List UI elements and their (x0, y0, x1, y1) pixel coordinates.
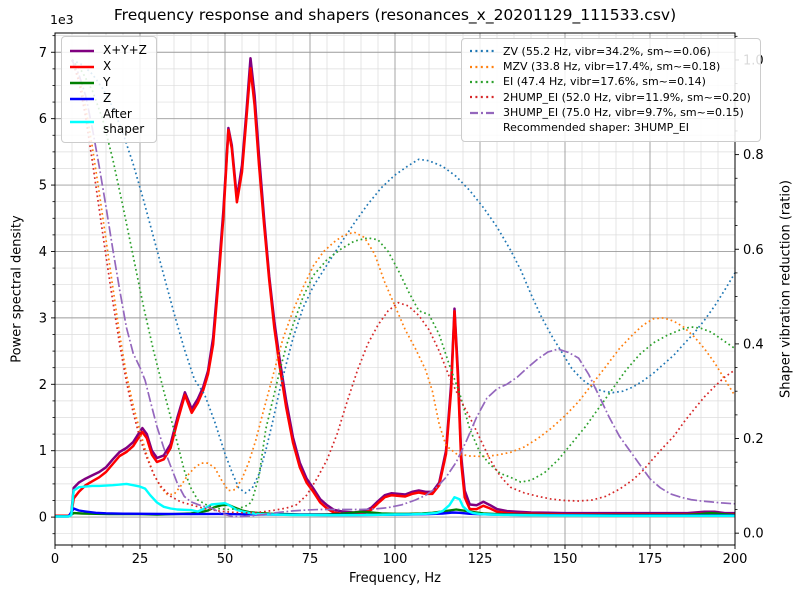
x-tick-label: 50 (217, 552, 234, 567)
y-left-tick-label: 1 (39, 444, 47, 459)
legend-entry-zv: ZV (55.2 Hz, vibr=34.2%, sm~=0.06) (469, 45, 751, 60)
legend-line-sample (70, 81, 94, 84)
legend-entry-x: X (69, 59, 147, 74)
legend-line-sample (469, 124, 495, 132)
y-left-tick-label: 5 (39, 179, 47, 194)
shaper-line-zv (71, 59, 736, 494)
legend-line-sample (470, 81, 494, 84)
legend-entry-label: Y (103, 75, 111, 89)
y-left-tick-label: 3 (39, 311, 47, 326)
legend-entry-recommended-shaper: Recommended shaper: 3HUMP_EI (469, 121, 751, 136)
solid-line-swatch (69, 44, 95, 58)
y-axis-multiplier-label: 1e3 (50, 12, 74, 27)
legend-line-sample (470, 111, 494, 114)
dotted-line-swatch (469, 76, 495, 89)
legend-entry-label: X+Y+Z (103, 43, 147, 57)
dotted-line-swatch (469, 61, 495, 74)
legend-entry-label: After shaper (103, 107, 145, 136)
legend-entry-y: Y (69, 75, 147, 90)
x-axis-label: Frequency, Hz (348, 571, 442, 586)
y-left-tick-label: 7 (39, 46, 47, 61)
legend-entry-label: 2HUMP_EI (52.0 Hz, vibr=11.9%, sm~=0.20) (503, 90, 751, 104)
legend-line-sample (470, 50, 494, 53)
y-left-tick-label: 0 (39, 511, 47, 526)
legend-entry-label: X (103, 59, 112, 73)
y-right-tick-label: 0.4 (743, 337, 764, 352)
psd-line-x-y-z (55, 56, 735, 518)
solid-line-swatch (69, 60, 95, 74)
y-left-tick-label: 4 (39, 245, 47, 260)
dotted-line-swatch (469, 45, 495, 58)
legend-entry-label: 3HUMP_EI (75.0 Hz, vibr=9.7%, sm~=0.15) (503, 105, 744, 119)
left-y-axis-label: Power spectral density (9, 215, 25, 363)
legend-entry-label: EI (47.4 Hz, vibr=17.6%, sm~=0.14) (503, 75, 706, 89)
legend-entry-2hump-ei: 2HUMP_EI (52.0 Hz, vibr=11.9%, sm~=0.20) (469, 91, 751, 106)
y-right-tick-label: 0.2 (743, 432, 764, 447)
shaper-line-3hump-ei (71, 59, 736, 518)
legend-entry-z: Z (69, 91, 147, 106)
solid-line-swatch (69, 92, 95, 106)
y-right-tick-label: 0.0 (743, 527, 764, 542)
x-tick-label: 125 (468, 552, 493, 567)
x-tick-label: 200 (723, 552, 748, 567)
right-y-axis-label: Shaper vibration reduction (ratio) (778, 180, 794, 398)
legend-line-sample (470, 96, 494, 99)
legend-line-sample (70, 120, 94, 124)
legend-entry-x-y-z: X+Y+Z (69, 43, 147, 58)
y-right-tick-label: 0.8 (743, 148, 764, 163)
legend-entry-label: MZV (33.8 Hz, vibr=17.4%, sm~=0.18) (503, 59, 721, 73)
y-left-tick-label: 2 (39, 378, 47, 393)
legend-entry-mzv: MZV (33.8 Hz, vibr=17.4%, sm~=0.18) (469, 60, 751, 75)
x-tick-label: 0 (51, 552, 59, 567)
solid-line-swatch (69, 115, 95, 129)
blank-swatch (469, 122, 495, 135)
x-tick-label: 100 (383, 552, 408, 567)
legend-entry-after-shaper: After shaper (69, 107, 147, 137)
legend-shapers: ZV (55.2 Hz, vibr=34.2%, sm~=0.06) MZV (3… (461, 38, 761, 142)
legend-entry-label: Z (103, 91, 112, 105)
y-right-tick-label: 0.6 (743, 243, 764, 258)
legend-entry-3hump-ei: 3HUMP_EI (75.0 Hz, vibr=9.7%, sm~=0.15) (469, 106, 751, 121)
x-tick-label: 75 (302, 552, 319, 567)
dashdot-line-swatch (469, 107, 495, 120)
legend-line-sample (70, 97, 94, 100)
y-left-tick-label: 6 (39, 112, 47, 127)
legend-line-sample (70, 65, 94, 68)
legend-entry-label: Recommended shaper: 3HUMP_EI (503, 121, 689, 135)
legend-entry-ei: EI (47.4 Hz, vibr=17.6%, sm~=0.14) (469, 75, 751, 90)
chart-title: Frequency response and shapers (resonanc… (113, 6, 677, 24)
legend-line-sample (70, 49, 94, 52)
x-tick-label: 25 (132, 552, 149, 567)
solid-line-swatch (69, 76, 95, 90)
legend-entry-label: ZV (55.2 Hz, vibr=34.2%, sm~=0.06) (503, 44, 711, 58)
legend-line-sample (470, 65, 494, 68)
dotted-line-swatch (469, 91, 495, 104)
x-tick-label: 175 (638, 552, 663, 567)
x-tick-label: 150 (553, 552, 578, 567)
legend-psd: X+Y+Z X Y Z After shaper (61, 36, 157, 143)
psd-line-after-shaper (55, 482, 735, 518)
psd-line-x (55, 66, 735, 518)
